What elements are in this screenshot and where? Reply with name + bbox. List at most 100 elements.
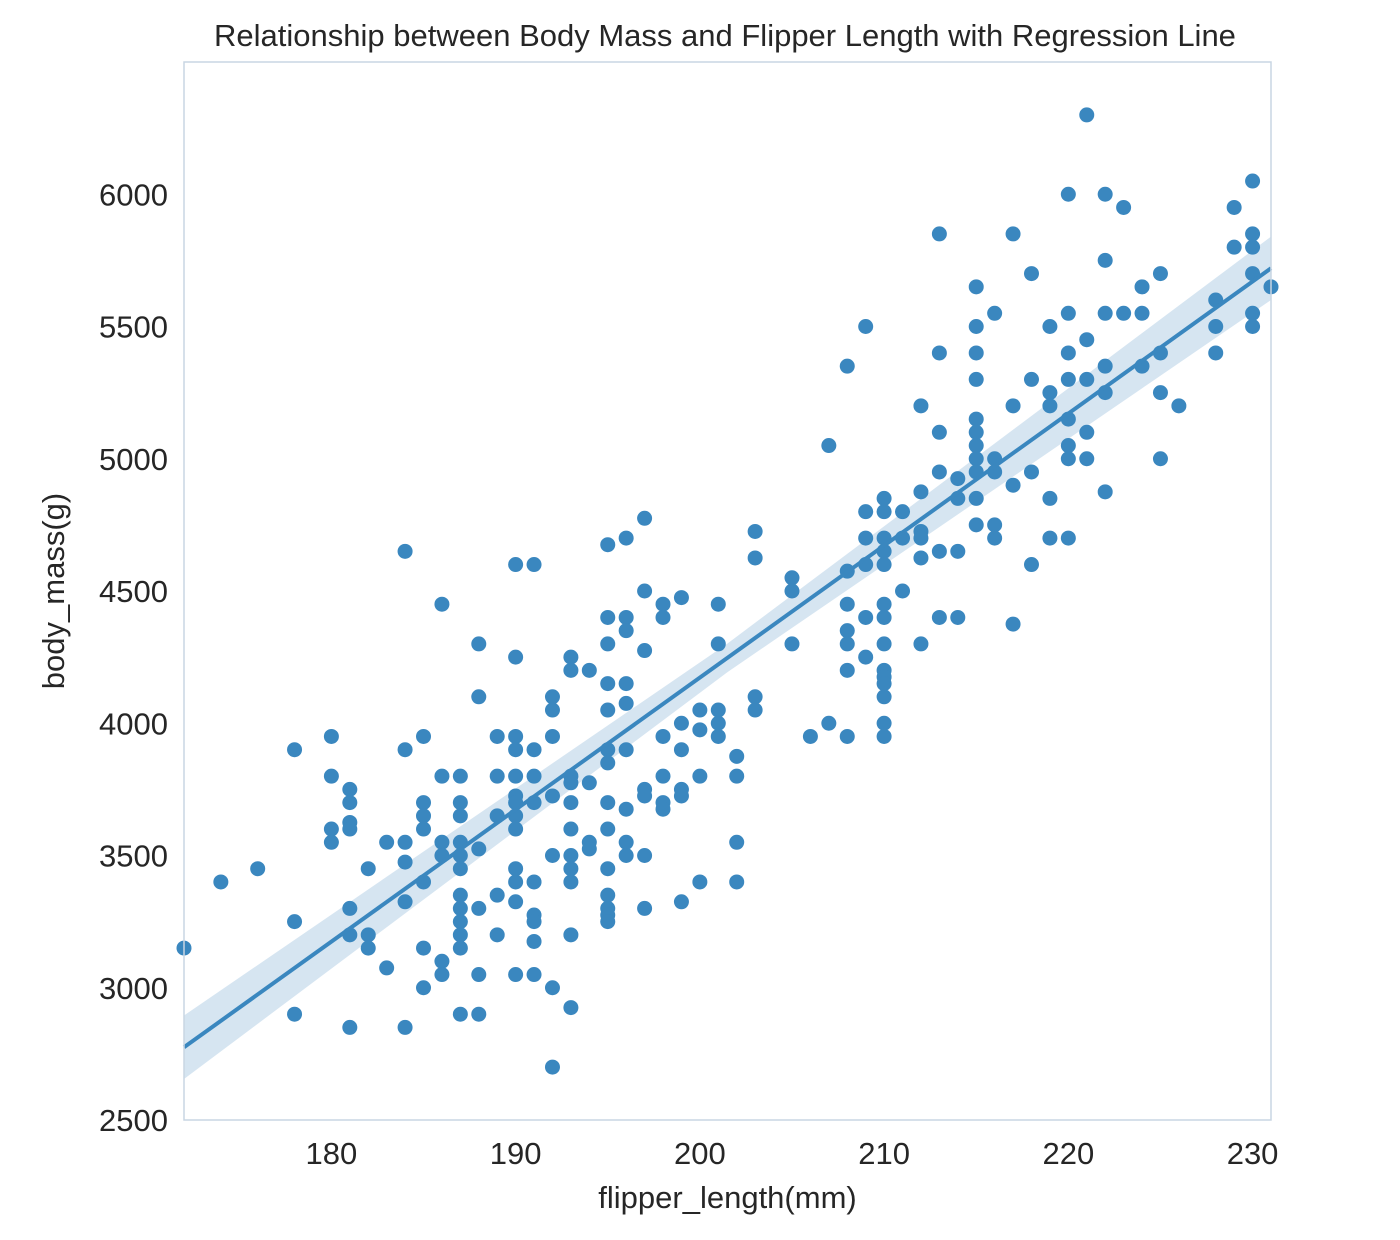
data-point [544, 689, 560, 705]
data-point [710, 702, 726, 718]
data-point [563, 795, 579, 811]
x-tick-label: 180 [306, 1136, 358, 1171]
data-point [1042, 398, 1058, 414]
data-point [508, 557, 524, 573]
data-point [526, 874, 542, 890]
data-point [950, 609, 966, 625]
data-point [600, 821, 616, 837]
data-point [655, 596, 671, 612]
data-point [323, 821, 339, 837]
data-point [618, 834, 634, 850]
data-point [287, 1006, 303, 1022]
data-point [489, 768, 505, 784]
data-point [1245, 305, 1261, 321]
data-point [839, 662, 855, 678]
data-point [1079, 107, 1095, 123]
data-point [452, 887, 468, 903]
data-point [655, 728, 671, 744]
data-point [526, 768, 542, 784]
data-point [544, 848, 560, 863]
data-point [452, 808, 468, 824]
data-point [563, 927, 579, 943]
data-point [600, 537, 616, 553]
data-point [1152, 385, 1168, 401]
data-point [581, 841, 597, 857]
data-point [508, 742, 524, 758]
data-point [876, 636, 892, 652]
data-point [471, 636, 487, 652]
data-point [618, 742, 634, 758]
data-point [508, 728, 524, 744]
data-point [729, 748, 745, 764]
data-point [526, 914, 542, 930]
data-point [876, 504, 892, 520]
y-tick-label: 5000 [99, 442, 168, 477]
data-point [692, 702, 708, 718]
data-point [913, 484, 929, 500]
data-point [950, 471, 966, 487]
y-tick-label: 2500 [99, 1103, 168, 1138]
data-point [858, 609, 874, 625]
data-point [342, 781, 358, 797]
data-point [544, 980, 560, 996]
data-point [416, 728, 432, 744]
data-point [1245, 173, 1261, 189]
data-point [1171, 398, 1187, 414]
data-point [1116, 199, 1132, 215]
data-point [471, 967, 487, 983]
data-point [526, 933, 542, 949]
data-point [968, 371, 984, 387]
data-point [508, 821, 524, 837]
data-point [876, 490, 892, 506]
data-point [600, 914, 616, 930]
data-point [839, 636, 855, 652]
data-point [1023, 464, 1039, 480]
data-point [526, 557, 542, 573]
data-point [1079, 424, 1095, 440]
data-point [673, 590, 689, 606]
data-point [416, 795, 432, 811]
data-point [692, 722, 708, 738]
data-point [931, 345, 947, 361]
data-point [563, 649, 579, 665]
data-point [1226, 199, 1242, 215]
data-point [250, 861, 266, 877]
data-point [637, 900, 653, 916]
data-point [747, 689, 763, 705]
data-point [729, 874, 745, 890]
data-point [1134, 305, 1150, 321]
data-point [452, 768, 468, 784]
data-point [452, 914, 468, 930]
data-point [434, 834, 450, 850]
data-point [784, 583, 800, 599]
data-point [471, 689, 487, 705]
data-point [858, 319, 874, 334]
data-point [1079, 332, 1095, 348]
data-point [968, 490, 984, 506]
data-point [342, 900, 358, 916]
data-point [508, 649, 524, 665]
data-point [452, 795, 468, 811]
regression-line [182, 266, 1273, 1049]
data-point [1023, 266, 1039, 282]
data-point [1060, 345, 1076, 361]
data-point [397, 742, 413, 758]
data-point [1208, 345, 1224, 361]
data-point [1079, 371, 1095, 387]
data-point [637, 510, 653, 526]
data-point [544, 728, 560, 744]
data-point [692, 874, 708, 890]
y-tick-label: 4000 [99, 706, 168, 741]
data-point [931, 226, 947, 242]
data-point [434, 967, 450, 983]
data-point [379, 960, 395, 976]
data-point [416, 940, 432, 956]
data-point [1116, 305, 1132, 321]
data-point [968, 279, 984, 295]
data-point [1042, 490, 1058, 506]
data-point [931, 424, 947, 440]
data-point [858, 530, 874, 546]
data-point [1023, 557, 1039, 573]
data-point [1097, 305, 1113, 321]
data-point [1060, 186, 1076, 202]
